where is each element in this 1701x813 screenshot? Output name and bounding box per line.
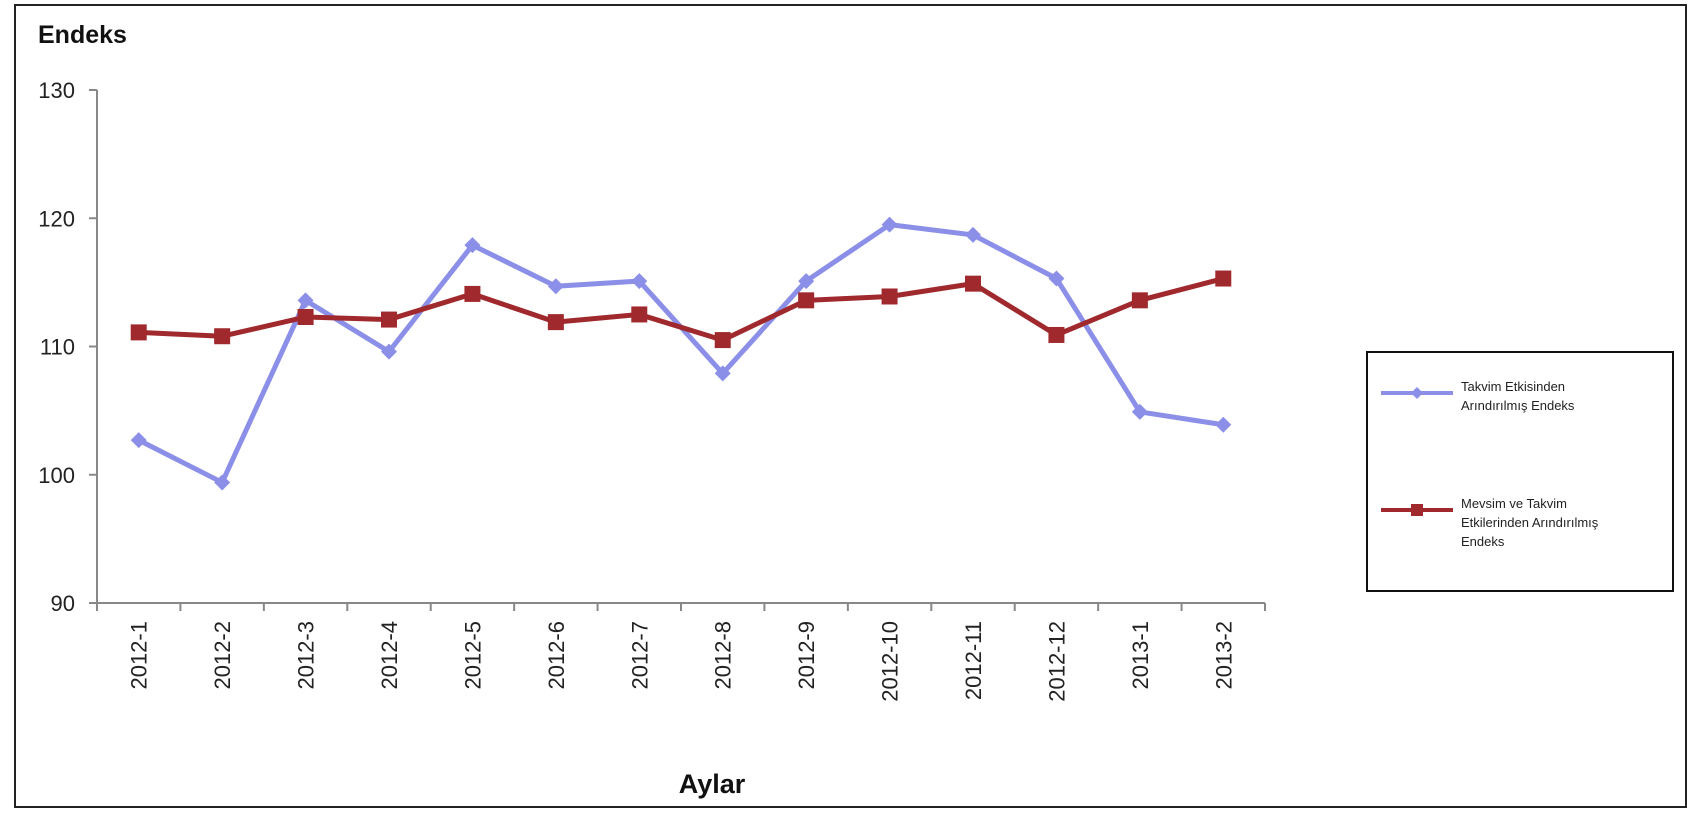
- series-line-1: [137, 222, 1224, 485]
- series-2-point: [381, 311, 397, 328]
- series-2-point: [1048, 326, 1065, 343]
- y-tick-label: 100: [38, 463, 75, 488]
- series-2-point: [798, 292, 815, 309]
- series-1-point: [881, 216, 898, 233]
- x-tick-label: 2012-4: [377, 621, 402, 690]
- x-tick-label: 2012-6: [544, 621, 569, 690]
- series-1-point: [1215, 416, 1232, 433]
- series-1-point: [714, 365, 731, 382]
- y-axis-ticks: 90 100 110 120 130: [38, 78, 97, 616]
- x-tick-label: 2012-3: [294, 621, 319, 690]
- legend-label-2: Mevsim ve Takvim: [1461, 496, 1567, 511]
- series-2-point: [1215, 270, 1232, 287]
- series-2-point: [714, 332, 731, 349]
- y-tick-label: 90: [51, 591, 75, 616]
- x-tick-label: 2012-12: [1044, 621, 1069, 702]
- x-tick-label: 2012-2: [210, 621, 235, 690]
- legend-label-2: Etkilerinden Arındırılmış: [1461, 515, 1599, 530]
- legend-label-1: Takvim Etkisinden: [1461, 379, 1565, 394]
- legend-label-2: Endeks: [1461, 534, 1505, 549]
- series-1-point: [464, 237, 481, 254]
- series-2-point: [965, 275, 981, 292]
- series-2-point: [130, 324, 147, 341]
- x-tick-label: 2012-8: [711, 621, 736, 690]
- x-tick-label: 2012-1: [127, 621, 152, 690]
- x-tick-label: 2012-7: [627, 621, 652, 690]
- series-group: [130, 216, 1232, 491]
- series-2-point: [1131, 292, 1148, 309]
- legend: Takvim Etkisinden Arındırılmış Endeks Mevs…: [1366, 351, 1674, 592]
- x-axis-title: Aylar: [679, 769, 746, 799]
- x-tick-label: 2012-5: [460, 621, 485, 690]
- series-2-point: [881, 288, 898, 305]
- y-axis-title: Endeks: [38, 21, 127, 49]
- series-line-2: [138, 276, 1224, 343]
- series-1-point: [631, 273, 648, 290]
- series-1-point: [297, 292, 314, 309]
- legend-marker-1: [1411, 387, 1423, 399]
- x-tick-label: 2012-10: [878, 621, 903, 702]
- series-1-point: [547, 278, 564, 295]
- series-2-point: [214, 328, 231, 345]
- series-1-point: [1048, 270, 1065, 287]
- series-1-point: [798, 273, 815, 290]
- series-2-point: [547, 314, 564, 331]
- y-tick-label: 130: [38, 78, 75, 103]
- x-tick-label: 2012-9: [794, 621, 819, 690]
- legend-label-1: Arındırılmış Endeks: [1461, 398, 1575, 413]
- x-tick-label: 2013-2: [1211, 621, 1236, 690]
- series-1-point: [214, 474, 231, 491]
- series-1-point: [1131, 403, 1148, 420]
- x-axis-ticks: 2012-1 2012-2 2012-3 2012-4 2012-5 2012-6 2012…: [96, 603, 1266, 702]
- series-2-point: [464, 285, 481, 302]
- y-tick-label: 110: [40, 335, 75, 360]
- x-tick-label: 2013-1: [1128, 621, 1153, 690]
- series-2-point: [631, 306, 648, 323]
- series-1-point: [965, 226, 981, 243]
- x-tick-label: 2012-11: [961, 621, 986, 700]
- series-1-point: [381, 343, 397, 360]
- y-tick-label: 120: [38, 206, 75, 231]
- series-1-point: [130, 432, 147, 449]
- series-2-point: [297, 309, 314, 326]
- legend-marker-2: [1411, 504, 1423, 516]
